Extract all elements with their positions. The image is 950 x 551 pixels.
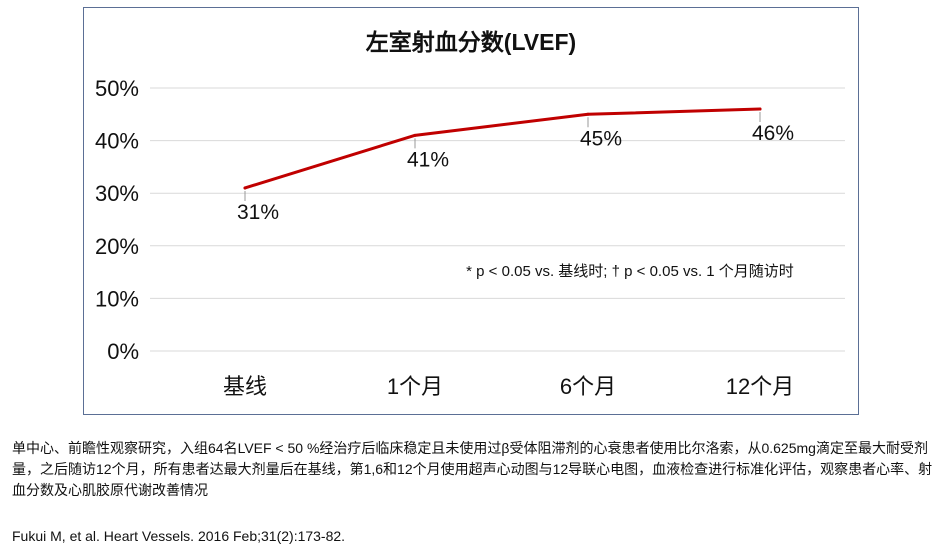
data-label: 41% bbox=[407, 148, 449, 171]
data-point bbox=[413, 133, 417, 137]
data-label: 46% bbox=[752, 122, 794, 145]
data-point bbox=[586, 112, 590, 116]
data-point bbox=[758, 107, 762, 111]
y-tick-label: 30% bbox=[95, 181, 139, 206]
data-labels: 31% 41% 45% 46% bbox=[237, 112, 794, 224]
y-axis-ticks: 50% 40% 30% 20% 10% 0% bbox=[95, 76, 139, 364]
x-tick-label: 1个月 bbox=[387, 374, 443, 399]
x-axis-ticks: 基线 1个月 6个月 12个月 bbox=[223, 374, 794, 399]
x-tick-label: 12个月 bbox=[726, 374, 794, 399]
y-tick-label: 40% bbox=[95, 129, 139, 154]
y-tick-label: 50% bbox=[95, 76, 139, 101]
data-point bbox=[243, 186, 247, 190]
citation: Fukui M, et al. Heart Vessels. 2016 Feb;… bbox=[12, 528, 346, 544]
y-tick-label: 10% bbox=[95, 286, 139, 311]
x-tick-label: 基线 bbox=[223, 374, 267, 399]
data-label: 31% bbox=[237, 201, 279, 224]
y-tick-label: 0% bbox=[107, 339, 139, 364]
x-tick-label: 6个月 bbox=[560, 374, 616, 399]
chart-title: 左室射血分数(LVEF) bbox=[366, 29, 576, 55]
data-label: 45% bbox=[580, 127, 622, 150]
study-description: 单中心、前瞻性观察研究，入组64名LVEF < 50 %经治疗后临床稳定且未使用… bbox=[12, 440, 933, 498]
significance-annotation: * p < 0.05 vs. 基线时; † p < 0.05 vs. 1 个月随… bbox=[466, 263, 794, 280]
series-line bbox=[243, 107, 762, 190]
y-tick-label: 20% bbox=[95, 234, 139, 259]
gridlines bbox=[150, 87, 845, 352]
lvef-line-chart: 左室射血分数(LVEF) 50% 40% 30% 20% 10% 0% 基线 1个月 6个月 1… bbox=[95, 29, 845, 399]
series-lvef bbox=[243, 107, 762, 190]
chart-frame bbox=[83, 7, 859, 415]
